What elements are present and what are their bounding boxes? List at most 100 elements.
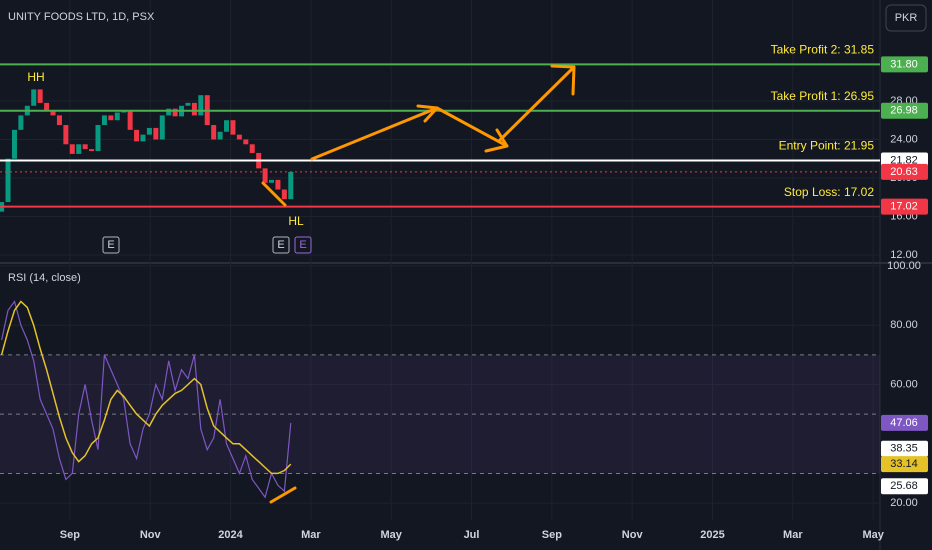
candle <box>243 139 249 145</box>
price-label-box <box>881 456 928 473</box>
event-box[interactable] <box>294 236 312 254</box>
trend-line <box>261 181 287 207</box>
event-label[interactable]: E <box>299 239 306 251</box>
level-annotation: Take Profit 1: 26.95 <box>771 89 875 103</box>
candle <box>11 129 17 159</box>
x-tick-label: 2025 <box>700 529 724 541</box>
candle <box>82 144 88 150</box>
price-label-box <box>881 163 928 180</box>
candle <box>5 158 11 203</box>
price-label-box <box>881 478 928 495</box>
currency-button[interactable] <box>885 4 927 32</box>
price-label-box <box>881 102 928 119</box>
levels: 12.0016.0020.0024.0028.0020.0060.0080.00… <box>0 43 928 541</box>
price-label-box <box>881 198 928 215</box>
y-tick-label: 60.00 <box>890 378 918 390</box>
candle <box>236 134 242 140</box>
candle <box>281 189 287 200</box>
candle <box>127 110 133 130</box>
y-tick-label: 100.00 <box>887 260 921 272</box>
y-tick-label: 24.00 <box>890 133 918 145</box>
candle <box>76 144 82 154</box>
x-tick-label: Jul <box>464 529 480 541</box>
event-box[interactable] <box>102 236 120 254</box>
price-label-box <box>881 56 928 73</box>
x-tick-label: Nov <box>622 529 644 541</box>
event-label[interactable]: E <box>277 239 284 251</box>
candle <box>146 127 152 135</box>
drawing-arrows <box>261 64 576 504</box>
candle <box>191 102 197 116</box>
candle <box>95 125 101 152</box>
candle <box>18 115 24 130</box>
price-label: 17.02 <box>890 201 918 213</box>
y-tick-label: 12.00 <box>890 249 918 261</box>
y-tick-label: 80.00 <box>890 319 918 331</box>
candle <box>217 131 223 140</box>
candle <box>172 108 178 117</box>
candle <box>44 102 50 111</box>
candle <box>63 125 69 145</box>
grid <box>0 0 880 520</box>
candle <box>288 171 294 200</box>
hl-label: HL <box>288 214 304 228</box>
level-annotation: Take Profit 2: 31.85 <box>771 43 875 57</box>
arrow <box>310 104 439 161</box>
candle <box>224 120 230 132</box>
candle <box>114 112 120 121</box>
level-annotation: Stop Loss: 17.02 <box>784 185 874 199</box>
chart-title: UNITY FOODS LTD, 1D, PSX <box>8 11 155 23</box>
hh-label: HH <box>27 70 44 84</box>
price-label: 21.82 <box>890 154 918 166</box>
candle <box>69 144 75 154</box>
x-tick-label: Sep <box>60 529 80 541</box>
price-label: 25.68 <box>890 480 918 492</box>
arrow <box>498 64 576 142</box>
candle <box>275 179 281 190</box>
x-tick-label: May <box>862 529 884 541</box>
currency[interactable]: PKR <box>895 12 918 24</box>
candle <box>262 168 268 183</box>
price-label: 31.80 <box>890 58 918 70</box>
event-box[interactable] <box>272 236 290 254</box>
x-tick-label: May <box>380 529 402 541</box>
candle <box>153 127 159 140</box>
candle <box>89 149 95 152</box>
x-tick-label: Nov <box>140 529 162 541</box>
candle <box>101 115 107 126</box>
x-tick-label: Sep <box>542 529 562 541</box>
price-label: 26.98 <box>890 105 918 117</box>
rsi-title: RSI (14, close) <box>8 272 81 284</box>
level-annotation: Entry Point: 21.95 <box>779 139 875 153</box>
candle <box>140 134 146 142</box>
candle <box>198 95 204 116</box>
rsi-line <box>0 300 292 475</box>
price-label: 38.35 <box>890 443 918 455</box>
candle <box>37 89 43 103</box>
price-label: 47.06 <box>890 417 918 429</box>
x-tick-label: Mar <box>301 529 321 541</box>
candle <box>159 115 165 140</box>
candle <box>134 129 140 142</box>
candle <box>50 110 56 116</box>
x-tick-label: 2024 <box>218 529 243 541</box>
price-label: 20.63 <box>890 166 918 178</box>
candle <box>185 102 191 106</box>
price-label: 33.14 <box>890 458 918 470</box>
price-label-box <box>881 414 928 431</box>
candle <box>211 125 217 140</box>
event-label[interactable]: E <box>107 239 114 251</box>
y-tick-label: 20.00 <box>890 497 918 509</box>
candle <box>269 179 275 183</box>
candle <box>108 115 114 121</box>
trend-line <box>269 486 297 504</box>
candle <box>249 144 255 153</box>
rsi-line <box>1 300 292 499</box>
price-label-box <box>881 440 928 457</box>
rsi-bands <box>0 354 880 474</box>
candle <box>166 108 172 116</box>
candle <box>31 89 37 106</box>
